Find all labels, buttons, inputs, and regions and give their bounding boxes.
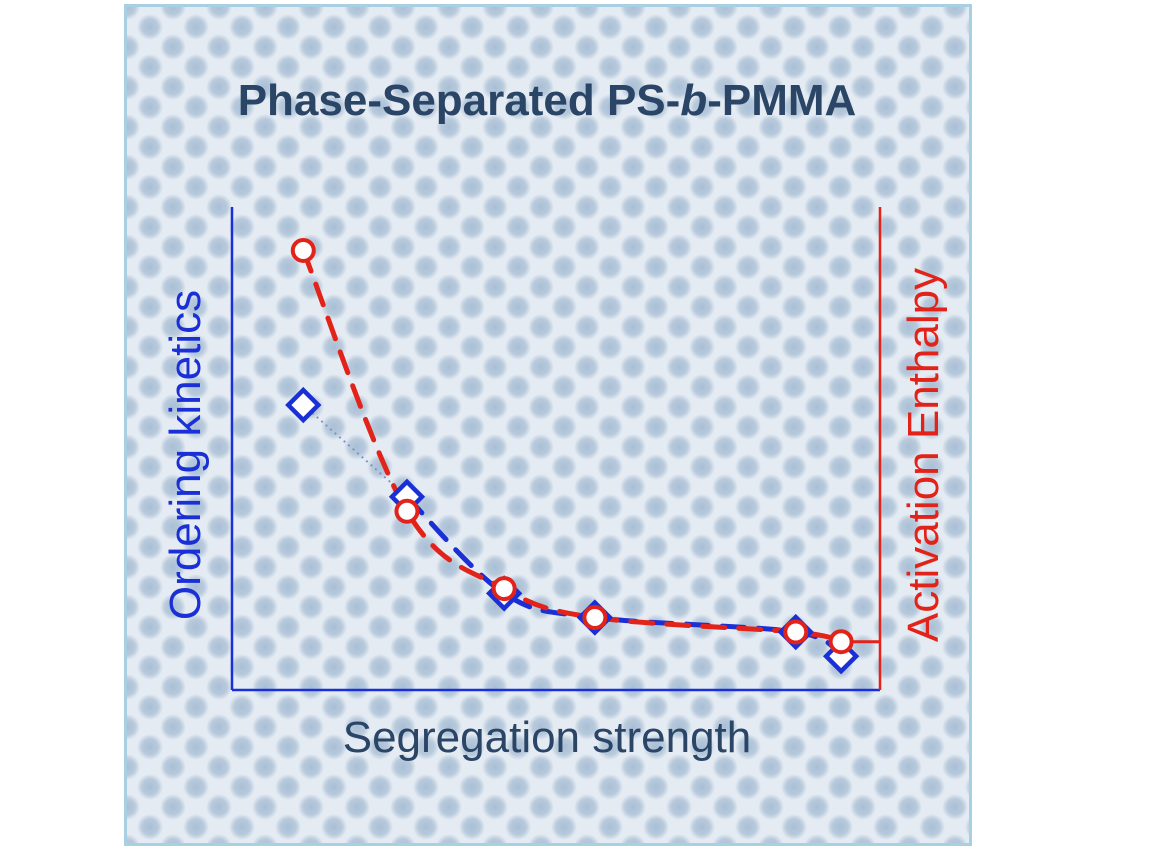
circle-point-2 xyxy=(394,498,420,524)
red-fit-curve xyxy=(300,247,844,645)
circle-point-3 xyxy=(491,576,517,602)
y-axis-left-label: Ordering kinetics xyxy=(161,290,210,620)
circle-point-6 xyxy=(828,629,854,655)
fit-curves-group xyxy=(300,247,880,659)
x-axis-label: Segregation strength xyxy=(343,713,752,762)
circle-point-5 xyxy=(783,619,809,645)
blue-fit-dotted-segment xyxy=(302,404,408,498)
data-marks-group xyxy=(285,237,860,675)
chart-title: Phase-Separated PS-b-PMMA xyxy=(238,76,857,125)
chart-svg: Phase-Separated PS-b-PMMA Segregation st… xyxy=(161,76,948,762)
chart-title-part1: Phase-Separated PS- xyxy=(238,76,681,125)
axes-group xyxy=(230,207,882,692)
circle-point-1 xyxy=(290,237,316,263)
circle-point-4 xyxy=(582,605,608,631)
chart-figure: Phase-Separated PS-b-PMMA Segregation st… xyxy=(124,4,972,846)
chart-title-part2: -PMMA xyxy=(707,76,856,125)
y-axis-right-label: Activation Enthalpy xyxy=(899,268,948,642)
diamond-point-1 xyxy=(285,386,322,424)
chart-title-italic: b xyxy=(680,76,707,125)
